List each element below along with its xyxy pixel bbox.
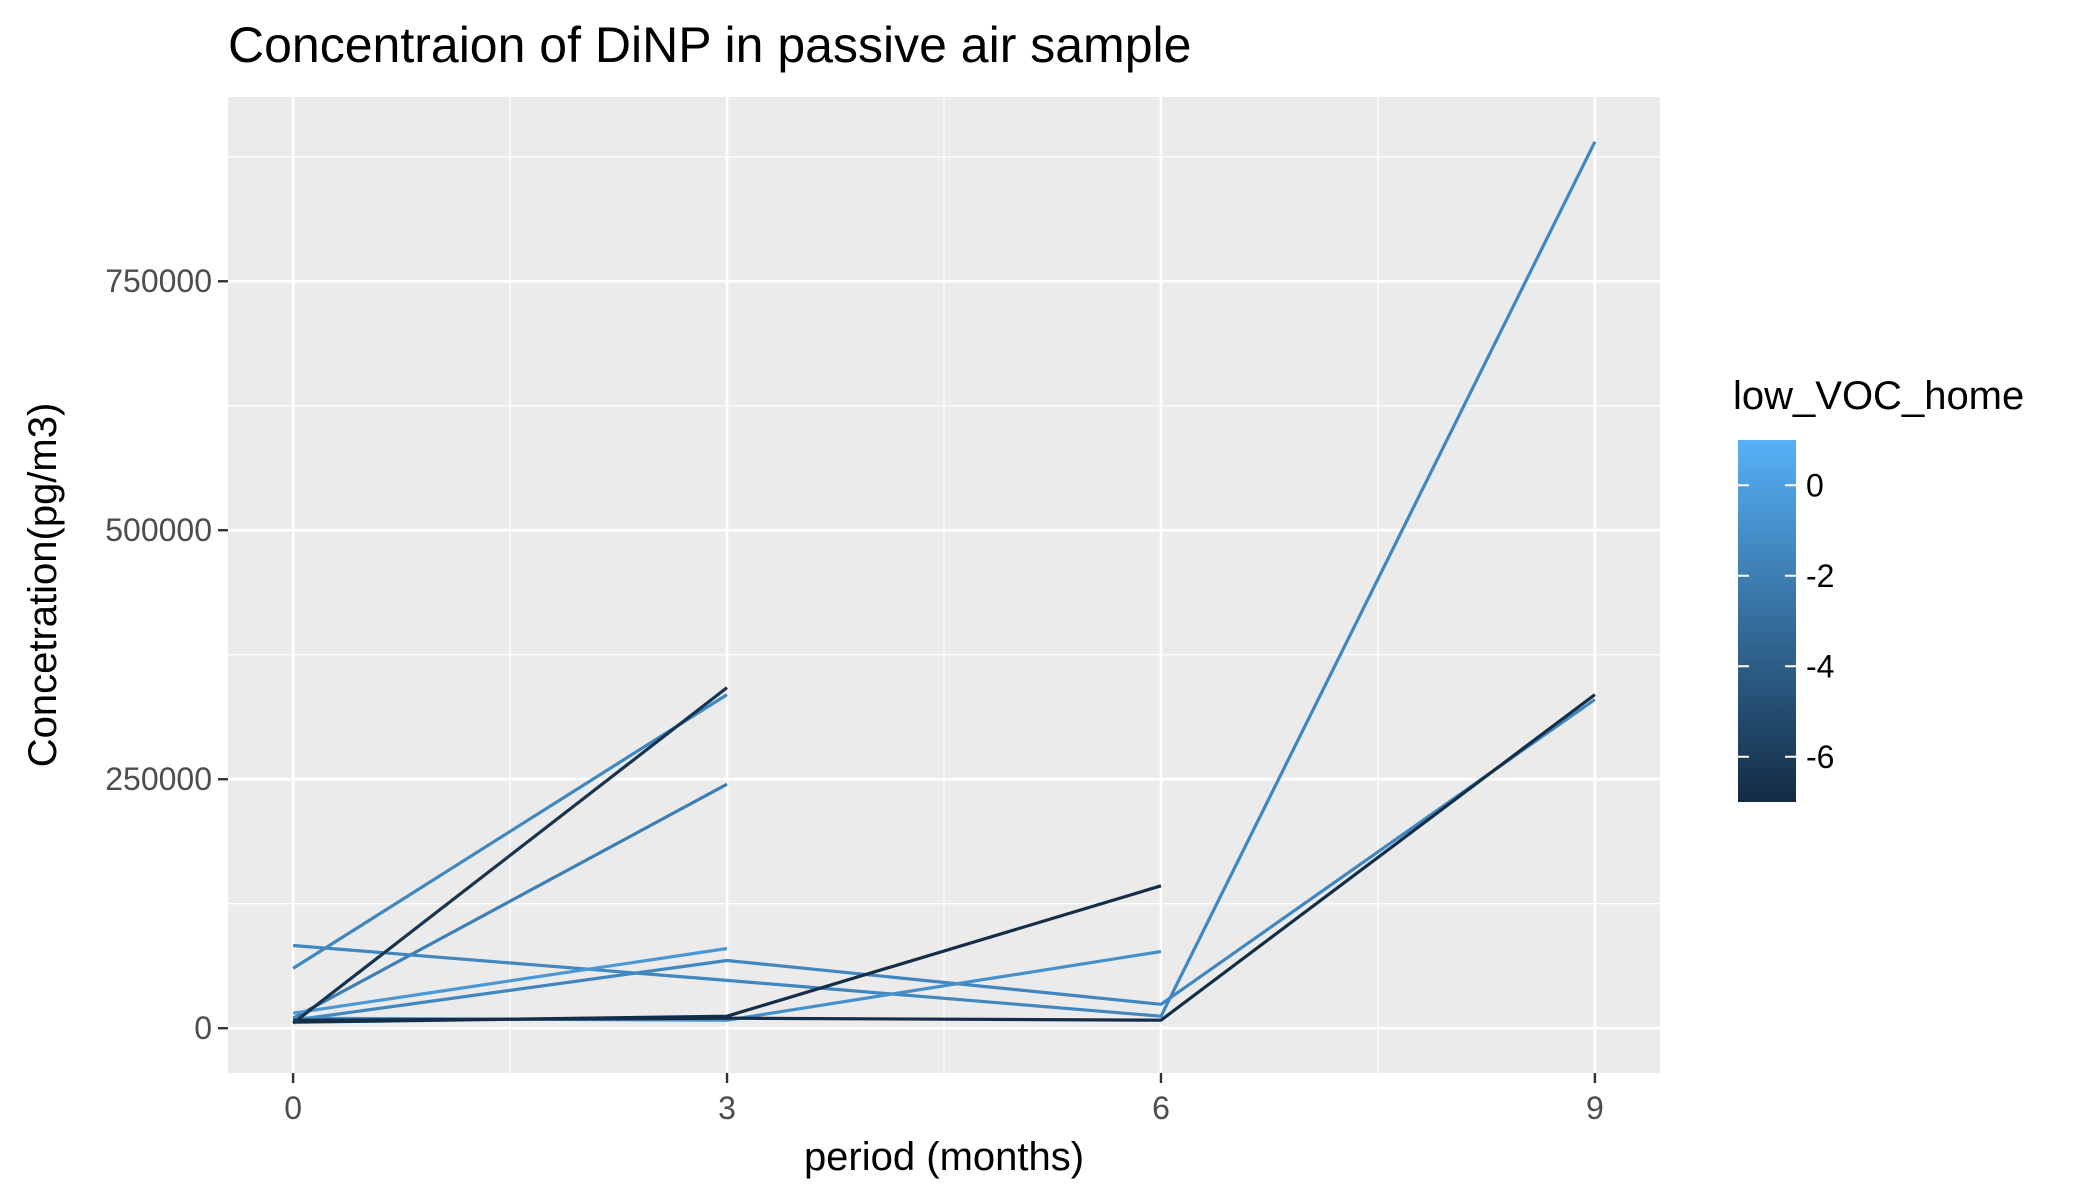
legend-colorbar <box>1738 440 1796 802</box>
series-line-8 <box>293 693 1596 1022</box>
x-tick-label: 3 <box>718 1090 736 1126</box>
y-tick-label: 0 <box>194 1010 212 1046</box>
legend-tick-label: 0 <box>1806 467 1824 503</box>
y-tick-label: 500000 <box>105 512 212 548</box>
series-line-3 <box>292 141 1597 1018</box>
x-tick-label: 0 <box>284 1090 302 1126</box>
y-tick-label: 750000 <box>105 263 212 299</box>
legend-title: low_VOC_home <box>1733 374 2024 418</box>
x-tick-label: 6 <box>1152 1090 1170 1126</box>
series-line-5 <box>292 698 1596 1022</box>
x-tick-label: 9 <box>1586 1090 1604 1126</box>
y-tick-label: 250000 <box>105 761 212 797</box>
legend-tick-label: -2 <box>1806 558 1834 594</box>
legend: low_VOC_home 0 -2 -4 -6 <box>1733 374 2024 802</box>
series-lines <box>292 141 1597 1025</box>
grid-major-lines <box>228 97 1660 1073</box>
series-line-4 <box>292 946 728 1015</box>
legend-tick-label: -6 <box>1806 739 1834 775</box>
legend-ticks: 0 -2 -4 -6 <box>1738 467 1834 775</box>
series-line-1 <box>292 693 728 970</box>
x-axis-ticks: 0 3 6 9 <box>284 1073 1604 1126</box>
y-axis-title: Concetration(pg/m3) <box>21 403 65 768</box>
chart-title: Concentraion of DiNP in passive air samp… <box>228 17 1191 73</box>
series-line-2 <box>292 782 728 1020</box>
grid-minor-lines <box>228 97 1660 1073</box>
series-line-9 <box>292 686 728 1025</box>
x-axis-title: period (months) <box>804 1135 1084 1179</box>
legend-tick-label: -4 <box>1806 648 1834 684</box>
y-axis-ticks: 0 250000 500000 750000 <box>105 263 228 1046</box>
